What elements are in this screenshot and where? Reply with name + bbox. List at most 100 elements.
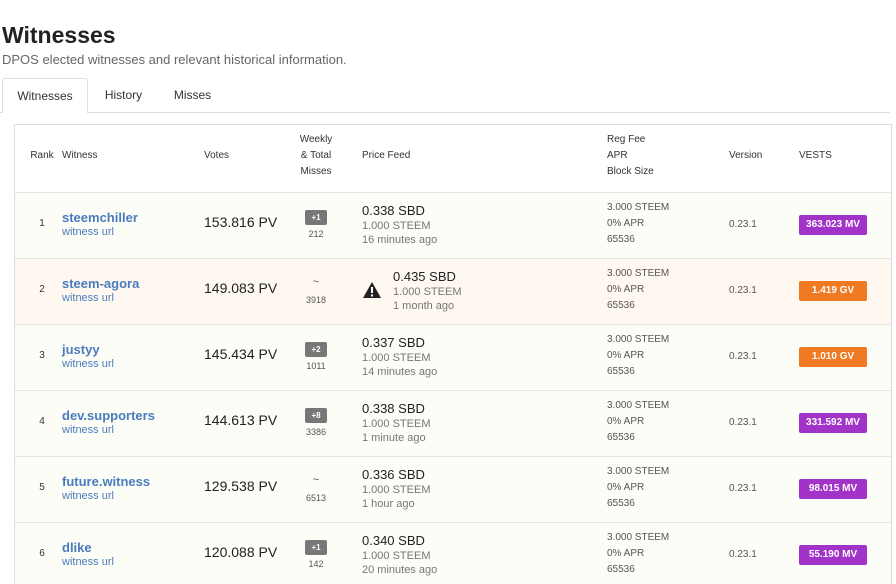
- reg-fee: 3.000 STEEM: [607, 202, 670, 213]
- version: 0.23.1: [729, 219, 757, 230]
- page-title: Witnesses: [2, 22, 116, 48]
- warning-icon: [363, 282, 381, 298]
- votes: 144.613 PV: [204, 412, 278, 428]
- witness-link[interactable]: witness url: [62, 556, 114, 568]
- table-row: 6 dlike witness url 120.088 PV +1 142 0.340 SB…: [15, 522, 891, 584]
- block-size: 65536: [607, 564, 635, 575]
- price: 0.336 SBD: [362, 467, 425, 482]
- weekly-misses-badge: +1: [305, 210, 327, 225]
- column-header: Weekly: [299, 134, 333, 145]
- vests-badge: 1.419 GV: [799, 281, 867, 301]
- price-age: 1 minute ago: [362, 432, 426, 444]
- vests-badge: 331.592 MV: [799, 413, 867, 433]
- rank: 6: [39, 548, 45, 559]
- block-size: 65536: [607, 432, 635, 443]
- witness-link[interactable]: witness url: [62, 226, 114, 238]
- block-size: 65536: [607, 366, 635, 377]
- witness-name[interactable]: justyy: [62, 342, 100, 357]
- block-size: 65536: [607, 300, 635, 311]
- price: 0.337 SBD: [362, 335, 425, 350]
- column-header: APR: [607, 150, 628, 161]
- weekly-misses-badge: +2: [305, 342, 327, 357]
- column-header: Block Size: [607, 166, 654, 177]
- weekly-misses: ~: [312, 276, 320, 288]
- apr: 0% APR: [607, 416, 645, 427]
- price-base: 1.000 STEEM: [362, 352, 431, 364]
- apr: 0% APR: [607, 218, 645, 229]
- votes: 129.538 PV: [204, 478, 278, 494]
- price-age: 1 month ago: [393, 300, 455, 312]
- apr: 0% APR: [607, 482, 645, 493]
- witness-link[interactable]: witness url: [62, 424, 114, 436]
- column-header: & Total: [300, 150, 332, 161]
- apr: 0% APR: [607, 284, 645, 295]
- witness-name[interactable]: future.witness: [62, 474, 151, 489]
- witness-name[interactable]: dev.supporters: [62, 408, 155, 423]
- weekly-misses-badge: +1: [305, 540, 327, 555]
- price-base: 1.000 STEEM: [393, 286, 462, 298]
- column-header: Votes: [204, 150, 230, 161]
- witness-link[interactable]: witness url: [62, 358, 114, 370]
- weekly-misses: ~: [312, 474, 320, 486]
- vests-badge: 55.190 MV: [799, 545, 867, 565]
- witness-name[interactable]: steemchiller: [62, 210, 138, 225]
- total-misses: 212: [308, 229, 324, 239]
- version: 0.23.1: [729, 417, 757, 428]
- total-misses: 142: [308, 559, 324, 569]
- rank: 1: [39, 218, 45, 229]
- witness-link[interactable]: witness url: [62, 490, 114, 502]
- column-header: Reg Fee: [607, 134, 646, 145]
- votes: 149.083 PV: [204, 280, 278, 296]
- reg-fee: 3.000 STEEM: [607, 268, 670, 279]
- table-row: 2 steem-agora witness url 149.083 PV ~3918 0.…: [15, 258, 891, 324]
- table-row: 5 future.witness witness url 129.538 PV ~651…: [15, 456, 891, 522]
- table-row: 3 justyy witness url 145.434 PV +2 1011 0.337 …: [15, 324, 891, 390]
- tab[interactable]: History: [104, 88, 143, 102]
- price: 0.338 SBD: [362, 401, 425, 416]
- votes: 145.434 PV: [204, 346, 278, 362]
- version: 0.23.1: [729, 483, 757, 494]
- price-base: 1.000 STEEM: [362, 484, 431, 496]
- rank: 2: [39, 284, 45, 295]
- witness-name[interactable]: steem-agora: [62, 276, 140, 291]
- price-base: 1.000 STEEM: [362, 220, 431, 232]
- column-header: Rank: [30, 150, 54, 161]
- version: 0.23.1: [729, 549, 757, 560]
- apr: 0% APR: [607, 350, 645, 361]
- column-header: Witness: [62, 150, 98, 161]
- version: 0.23.1: [729, 351, 757, 362]
- table-row: 1 steemchiller witness url 153.816 PV +1 212 0…: [15, 192, 891, 258]
- table-row: 4 dev.supporters witness url 144.613 PV +8 33…: [15, 390, 891, 456]
- total-misses: 6513: [305, 493, 327, 503]
- price-base: 1.000 STEEM: [362, 550, 431, 562]
- page-subtitle: DPOS elected witnesses and relevant hist…: [2, 52, 347, 67]
- price-age: 1 hour ago: [362, 498, 415, 510]
- reg-fee: 3.000 STEEM: [607, 532, 670, 543]
- rank: 5: [39, 482, 45, 493]
- column-header: Misses: [300, 166, 332, 177]
- price-age: 16 minutes ago: [362, 234, 438, 246]
- price: 0.435 SBD: [393, 269, 456, 284]
- witness-name[interactable]: dlike: [62, 540, 92, 555]
- column-header: VESTS: [799, 150, 832, 161]
- price-age: 20 minutes ago: [362, 564, 438, 576]
- vests-badge: 1.010 GV: [799, 347, 867, 367]
- total-misses: 1011: [306, 361, 326, 371]
- total-misses: 3918: [305, 295, 327, 305]
- column-header: Price Feed: [362, 150, 411, 161]
- block-size: 65536: [607, 498, 635, 509]
- rank: 4: [39, 416, 45, 427]
- witness-link[interactable]: witness url: [62, 292, 114, 304]
- version: 0.23.1: [729, 285, 757, 296]
- witness-table: Rank Witness Votes Weekly & Total Misses Price…: [14, 124, 892, 584]
- tab[interactable]: Witnesses: [2, 78, 88, 113]
- reg-fee: 3.000 STEEM: [607, 466, 670, 477]
- reg-fee: 3.000 STEEM: [607, 400, 670, 411]
- price: 0.340 SBD: [362, 533, 425, 548]
- votes: 120.088 PV: [204, 544, 278, 560]
- column-header: Version: [729, 150, 763, 161]
- price: 0.338 SBD: [362, 203, 425, 218]
- block-size: 65536: [607, 234, 635, 245]
- price-age: 14 minutes ago: [362, 366, 438, 378]
- tab[interactable]: Misses: [173, 88, 212, 102]
